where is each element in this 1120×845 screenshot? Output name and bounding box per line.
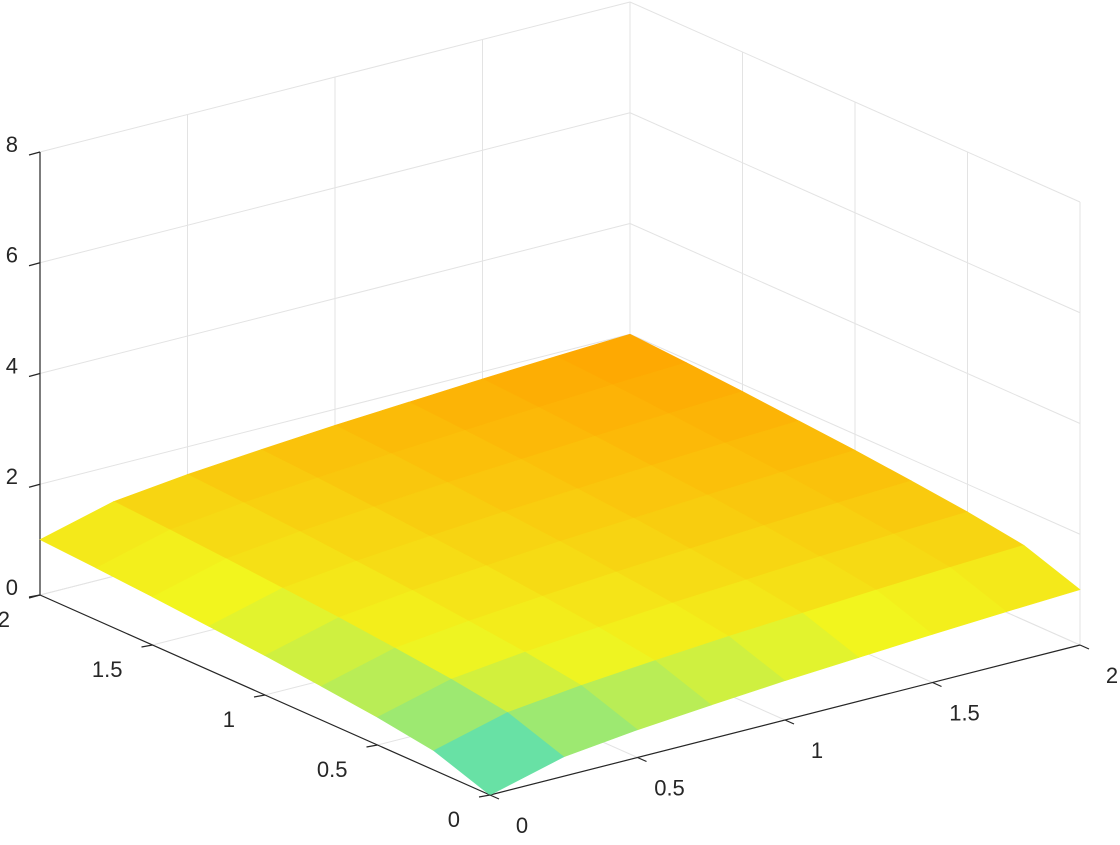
x-tick-label: 0.5 [654,775,685,800]
z-tick [28,262,41,267]
y-tick [141,644,153,648]
y-tick-label: 1.5 [92,657,123,682]
grid-line [629,1,1081,203]
surface-patch [433,712,565,796]
y-tick-label: 0.5 [317,757,348,782]
z-tick [28,151,41,156]
x-tick [932,681,942,688]
z-tick [28,594,41,599]
x-tick [637,756,647,763]
grid-line [39,333,631,485]
x-tick-label: 1.5 [949,700,980,725]
grid-line [39,1,631,153]
x-tick [784,719,795,725]
y-tick-label: 2 [0,607,10,632]
x-tick-label: 0 [516,813,528,838]
y-tick [478,794,491,798]
grid-line [629,333,1081,535]
x-tick [489,794,500,800]
y-tick-label: 0 [448,807,460,832]
y-tick [253,694,266,698]
x-tick-label: 2 [1106,663,1118,688]
z-tick-label: 2 [6,464,18,489]
x-tick-label: 1 [811,738,823,763]
grid-line [629,223,1081,424]
z-tick-label: 8 [6,132,18,157]
z-tick-label: 4 [6,353,18,378]
z-tick-label: 6 [6,243,18,268]
grid-line [39,112,631,264]
grid-line [39,223,631,374]
y-tick-label: 1 [223,707,235,732]
y-tick [366,744,378,748]
z-tick-label: 0 [6,575,18,600]
x-tick [1079,644,1090,650]
z-tick [28,372,41,378]
grid-line [629,112,1081,314]
z-tick [28,483,41,488]
